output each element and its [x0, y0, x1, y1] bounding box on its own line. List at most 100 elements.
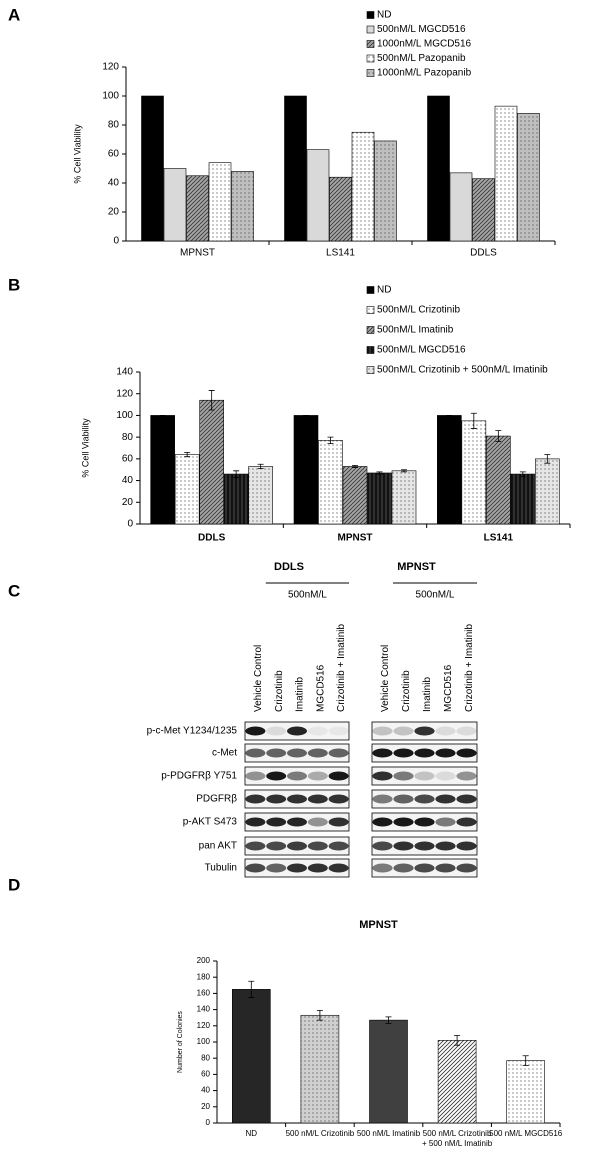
group-title: MPNST — [397, 561, 436, 573]
blot-band — [456, 726, 477, 736]
panel-letter: B — [8, 275, 20, 294]
row-label: p-PDGFRβ Y751 — [161, 771, 237, 782]
blot-band — [245, 771, 266, 781]
error-bar — [208, 390, 215, 411]
blot-band — [307, 863, 328, 873]
bar — [351, 131, 375, 242]
blot-band — [245, 863, 266, 873]
bar — [494, 105, 518, 242]
legend-swatch — [366, 306, 375, 314]
bar — [208, 162, 232, 242]
legend-label: 500nM/L MGCD516 — [377, 345, 466, 356]
row-label: p-c-Met Y1234/1235 — [147, 726, 238, 737]
bar — [506, 1060, 546, 1124]
row-label: c-Met — [212, 748, 237, 759]
error-bar — [454, 1035, 461, 1046]
error-bar — [401, 469, 407, 473]
blot-band — [307, 794, 328, 804]
dose-label: 500nM/L — [416, 590, 455, 601]
y-tick-label: 40 — [122, 475, 134, 486]
blot-band — [328, 726, 349, 736]
bar — [461, 420, 487, 525]
error-bar — [385, 1016, 392, 1024]
y-tick-label: 80 — [201, 1053, 210, 1062]
y-tick-label: 20 — [108, 207, 120, 218]
blot-band — [287, 841, 307, 851]
y-tick-label: 200 — [197, 956, 211, 965]
blot-band — [307, 726, 328, 736]
lane-label: Imatinib — [295, 677, 306, 712]
chart-title: MPNST — [359, 919, 398, 931]
panel-letter: A — [8, 5, 20, 24]
blot-band — [245, 726, 266, 736]
y-tick-label: 120 — [116, 388, 133, 399]
legend-label: 500nM/L Crizotinib — [377, 305, 460, 316]
bar — [510, 473, 536, 525]
blot-band — [372, 841, 393, 851]
lane-label: Crizotinib — [274, 670, 285, 712]
blot-band — [266, 841, 287, 851]
bar — [437, 1040, 477, 1124]
blot-band — [328, 841, 349, 851]
blot-band — [266, 794, 287, 804]
bar — [391, 470, 417, 525]
blot-band — [245, 841, 266, 851]
lane-label: Imatinib — [422, 677, 433, 712]
y-tick-label: 100 — [197, 1037, 211, 1046]
bar — [427, 95, 450, 242]
blot-band — [393, 726, 414, 736]
blot-band — [287, 863, 307, 873]
blot-band — [307, 841, 328, 851]
blot-band — [393, 817, 414, 827]
blot-band — [372, 748, 393, 758]
blot-band — [456, 794, 477, 804]
legend-label: 500nM/L Pazopanib — [377, 53, 466, 64]
bar — [248, 466, 273, 525]
blot-band — [372, 771, 393, 781]
row-label: PDGFRβ — [196, 794, 237, 805]
blot-band — [245, 748, 266, 758]
y-tick-label: 40 — [108, 178, 120, 189]
y-tick-label: 100 — [102, 91, 119, 102]
bar — [535, 458, 560, 525]
y-tick-label: 160 — [197, 989, 211, 998]
error-bar — [248, 980, 255, 998]
error-bar — [376, 471, 383, 475]
blot-band — [414, 794, 435, 804]
blot-band — [328, 771, 349, 781]
row-label: pan AKT — [199, 841, 237, 852]
blot-band — [266, 748, 287, 758]
legend-label: 1000nM/L MGCD516 — [377, 39, 472, 50]
error-bar — [352, 464, 358, 468]
legend-label: 500nM/L MGCD516 — [377, 24, 466, 35]
legend-swatch — [366, 25, 375, 34]
blot-band — [456, 841, 477, 851]
bar — [199, 399, 224, 525]
error-bar — [495, 430, 502, 442]
blot-band — [307, 771, 328, 781]
blot-band — [393, 794, 414, 804]
bar — [150, 415, 175, 525]
y-tick-label: 120 — [197, 1021, 211, 1030]
bar — [186, 175, 209, 242]
y-tick-label: 60 — [108, 149, 120, 160]
blot-band — [372, 726, 393, 736]
bar — [367, 472, 392, 525]
legend-label: 500nM/L Crizotinib + 500nM/L Imatinib — [377, 365, 548, 376]
blot-band — [287, 817, 307, 827]
legend-swatch — [366, 326, 375, 334]
blot-band — [414, 726, 435, 736]
error-bar — [470, 412, 477, 429]
y-tick-label: 120 — [102, 62, 119, 73]
error-bar — [233, 470, 240, 478]
blot-band — [393, 841, 414, 851]
error-bar — [316, 1010, 323, 1021]
dose-label: 500nM/L — [288, 590, 327, 601]
x-tick-label: DDLS — [198, 533, 226, 544]
blot-band — [456, 771, 477, 781]
bar — [232, 989, 271, 1124]
error-bar — [544, 454, 551, 464]
bar — [223, 473, 249, 525]
blot-band — [372, 794, 393, 804]
